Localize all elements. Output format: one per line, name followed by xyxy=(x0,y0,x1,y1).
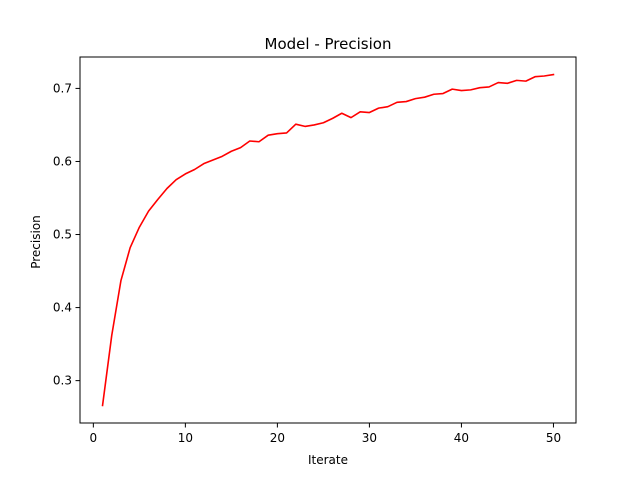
y-tick-label: 0.3 xyxy=(53,374,72,388)
chart-title: Model - Precision xyxy=(265,35,392,53)
x-axis-label: Iterate xyxy=(308,453,348,467)
x-tick-label: 10 xyxy=(178,431,193,445)
x-tick-label: 20 xyxy=(270,431,285,445)
y-tick-label: 0.6 xyxy=(53,154,72,168)
y-tick-label: 0.5 xyxy=(53,228,72,242)
x-tick-label: 50 xyxy=(546,431,561,445)
y-axis: 0.3 0.4 0.5 0.6 0.7 xyxy=(53,81,80,388)
axes-frame xyxy=(79,56,577,424)
y-axis-label: Precision xyxy=(29,215,43,269)
x-tick-label: 30 xyxy=(362,431,377,445)
x-tick-label: 0 xyxy=(90,431,98,445)
y-tick-label: 0.4 xyxy=(53,301,72,315)
plot-area xyxy=(79,56,577,424)
x-axis: 0 10 20 30 40 50 xyxy=(90,423,561,445)
series-line-0 xyxy=(101,73,555,407)
y-tick-label: 0.7 xyxy=(53,81,72,95)
x-tick-label: 40 xyxy=(454,431,469,445)
